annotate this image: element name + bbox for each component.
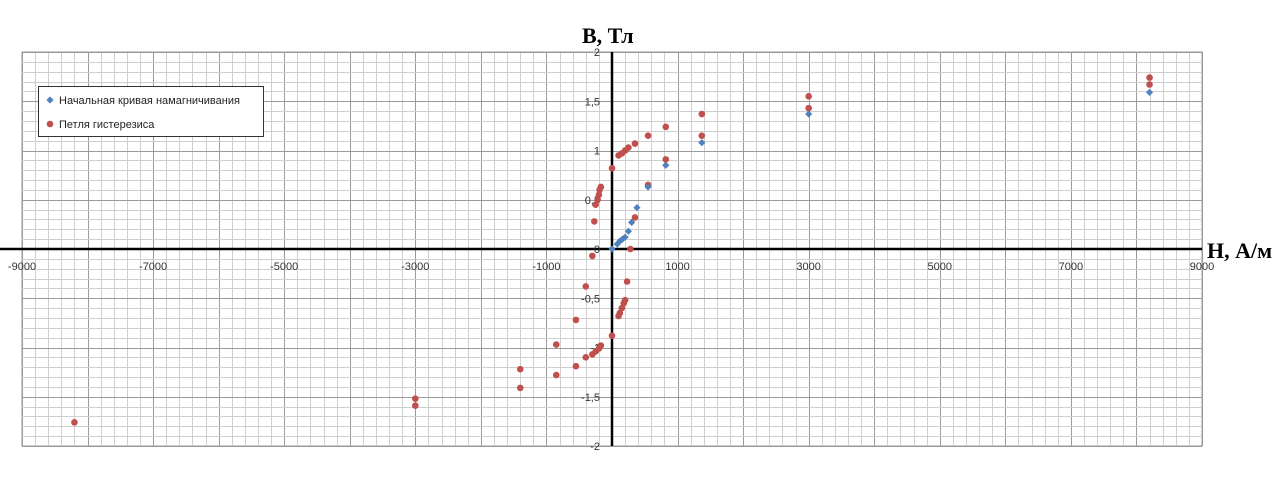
hysteresis-point [623,278,631,285]
legend: Начальная кривая намагничивания Петля гис… [38,86,264,137]
hysteresis-point [1146,74,1153,81]
initial-curve-point [608,245,616,253]
hysteresis-point [572,362,580,370]
hysteresis-point [552,341,560,348]
hysteresis-point [662,156,670,163]
y-tick-label: -1,5 [581,392,600,404]
x-tick-label: 7000 [1059,261,1083,273]
hysteresis-point [631,214,639,221]
hysteresis-point [412,395,419,403]
x-tick-label: -1000 [532,261,560,273]
initial-curve-point [698,139,706,147]
initial-curve-point [624,227,632,235]
hysteresis-point [412,402,419,409]
hysteresis-point [662,123,670,131]
x-tick-label: -7000 [139,261,167,273]
hysteresis-point [608,164,616,172]
hysteresis-point [552,371,560,379]
y-tick-label: 2 [594,47,600,59]
hysteresis-point [582,354,590,361]
x-tick-label: -9000 [8,261,36,273]
initial-curve-point [1145,88,1154,96]
hysteresis-point [582,283,590,290]
hysteresis-point [591,218,598,225]
legend-marker-hysteresis [46,120,54,128]
x-tick-label: 3000 [796,261,820,273]
x-tick-label: -5000 [270,261,298,273]
hysteresis-point [516,384,524,392]
initial-curve-point [662,161,670,169]
x-tick-label: 1000 [665,261,689,273]
hysteresis-point [592,201,599,208]
y-tick-label: 0 [594,244,600,256]
y-axis-title: B, Тл [582,23,634,48]
hysteresis-point [615,152,622,159]
hysteresis-point [516,365,524,373]
legend-label-initial-curve: Начальная кривая намагничивания [59,95,240,107]
hysteresis-point [805,104,812,112]
y-tick-label: 1 [594,146,600,158]
hysteresis-point [597,342,605,349]
hysteresis-point [589,252,596,260]
initial-curve-point [644,183,652,191]
initial-curve-point [616,237,624,245]
hysteresis-point [572,316,580,324]
hysteresis-point [698,132,706,140]
initial-curve-point [621,233,629,241]
hysteresis-point [71,419,78,426]
x-axis-title: H, А/м [1207,238,1272,263]
legend-label-hysteresis: Петля гистерезиса [59,119,155,131]
hysteresis-point [608,332,616,339]
legend-marker-initial-curve [46,96,54,104]
hysteresis-point [621,296,629,304]
x-tick-label: 5000 [928,261,952,273]
y-tick-label: -0,5 [581,293,600,305]
x-tick-label: -3000 [401,261,429,273]
hysteresis-point [698,110,706,118]
x-tick-label: 9000 [1190,261,1214,273]
points-layer [71,74,1154,426]
initial-curve-point [805,110,813,118]
hysteresis-point [1146,81,1153,88]
initial-curve-point [633,204,641,212]
hysteresis-point [631,140,639,147]
tick-labels-layer: -9000 -7000 -5000 -3000 -1000 1000 3000 5000 700… [8,47,1214,453]
hysteresis-point [644,132,652,140]
legend-box [38,86,264,137]
y-tick-label: -2 [590,441,600,453]
hysteresis-point [627,245,634,253]
hysteresis-point [596,186,603,194]
hysteresis-point [805,93,812,100]
initial-curve-point [628,218,636,227]
y-tick-label: 1,5 [585,96,600,108]
